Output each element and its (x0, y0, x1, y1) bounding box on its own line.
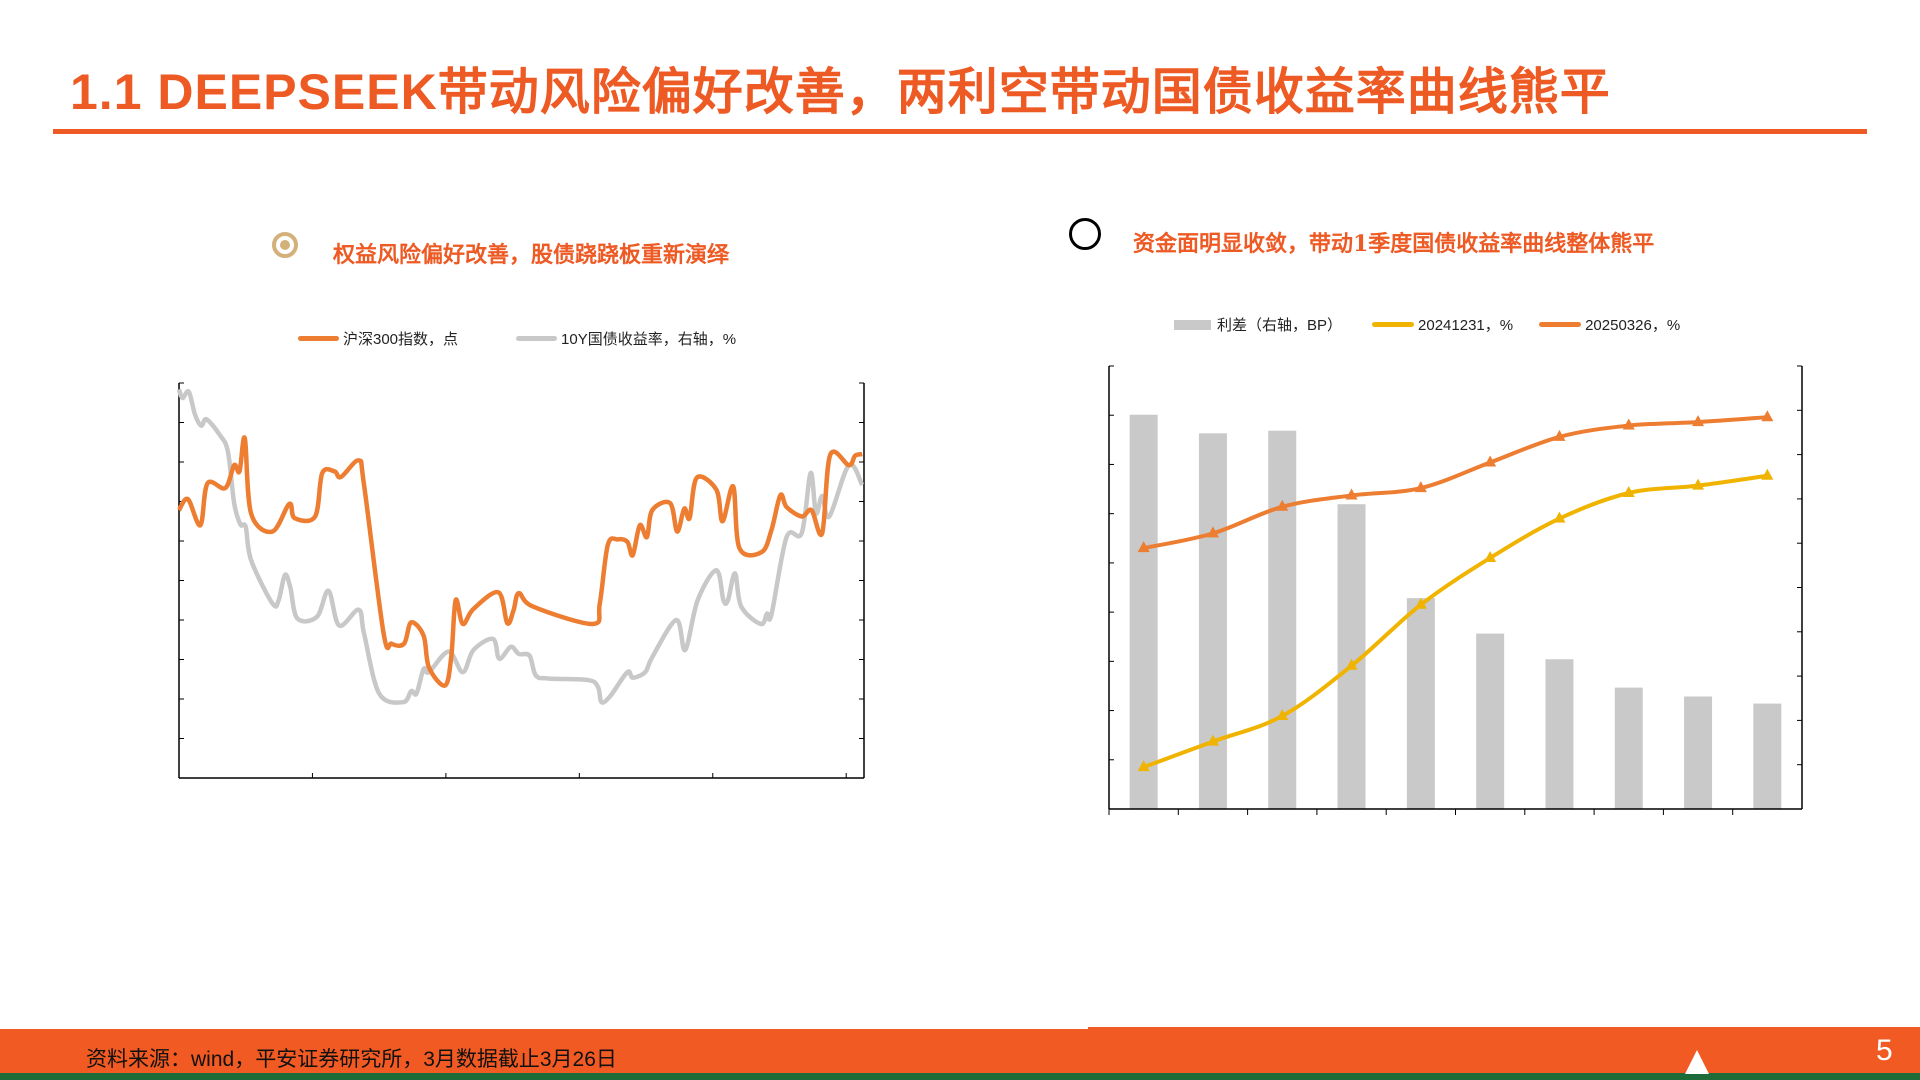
footer-green-line (0, 1073, 1920, 1080)
circle-bullet-icon (1069, 218, 1101, 250)
footer-band-top (1088, 1027, 1920, 1030)
legend-swatch-hs300 (298, 336, 339, 341)
legend-label-20241231: 20241231，% (1418, 317, 1514, 334)
bar-spread-6年 (1476, 633, 1505, 809)
marker-20250326 (1761, 410, 1774, 422)
legend-swatch-20241231 (1372, 322, 1415, 327)
marker-20250326 (1622, 418, 1635, 430)
page-title: 1.1 DEEPSEEK带动风险偏好改善，两利空带动国债收益率曲线熊平 (70, 64, 1611, 120)
legend-label-20250326: 20250326，% (1585, 317, 1681, 334)
bar-spread-3年 (1268, 430, 1297, 809)
bar-spread-7年 (1545, 659, 1574, 809)
title-divider (53, 129, 1867, 134)
marker-20250326 (1414, 481, 1427, 493)
legend-label-10y: 10Y国债收益率，右轴，% (561, 331, 737, 348)
page-number: 5 (1876, 1034, 1893, 1067)
legend-swatch-spread (1174, 319, 1211, 330)
marker-20250326 (1137, 541, 1150, 553)
marker-20241231 (1206, 734, 1219, 746)
legend-label-hs300: 沪深300指数，点 (343, 331, 459, 348)
logo-icon (1685, 1050, 1709, 1074)
left-chart-legend: 沪深300指数，点 10Y国债收益率，右轴，% (298, 328, 736, 349)
legend-label-spread: 利差（右轴，BP） (1217, 317, 1343, 334)
marker-20250326 (1206, 526, 1219, 538)
right-chart-legend: 利差（右轴，BP） 20241231，% 20250326，% (1174, 314, 1680, 335)
legend-swatch-10y (516, 336, 558, 341)
marker-20250326 (1276, 499, 1289, 511)
marker-20241231 (1553, 511, 1566, 523)
source-note: 资料来源：wind，平安证券研究所，3月数据截止3月26日 (86, 1048, 617, 1071)
marker-20250326 (1345, 488, 1358, 500)
marker-20250326 (1692, 415, 1705, 427)
bar-spread-10年 (1753, 703, 1782, 809)
right-panel-subtitle: 资金面明显收敛，带动1季度国债收益率曲线整体熊平 (1133, 231, 1655, 257)
series-line-10y-yield (176, 388, 865, 705)
marker-20250326 (1484, 455, 1497, 467)
marker-20241231 (1414, 597, 1427, 609)
marker-20250326 (1553, 429, 1566, 441)
marker-20241231 (1276, 708, 1289, 720)
radio-bullet-icon (272, 232, 298, 258)
marker-20241231 (1137, 760, 1150, 772)
bar-spread-9年 (1684, 696, 1713, 809)
series-line-20250326 (1143, 415, 1768, 551)
bar-spread-5年 (1406, 598, 1435, 809)
marker-20241231 (1761, 468, 1774, 480)
marker-20241231 (1345, 658, 1358, 670)
legend-swatch-20250326 (1539, 322, 1582, 327)
series-line-20241231 (1142, 473, 1768, 770)
bar-spread-1年 (1129, 414, 1158, 809)
bar-spread-2年 (1198, 433, 1227, 809)
series-line-hs300 (177, 435, 863, 688)
footer-band (0, 1029, 1920, 1073)
marker-20241231 (1692, 478, 1705, 490)
left-panel-subtitle: 权益风险偏好改善，股债跷跷板重新演绎 (333, 242, 730, 268)
bar-spread-8年 (1614, 687, 1643, 809)
marker-20241231 (1622, 485, 1635, 497)
marker-20241231 (1484, 550, 1497, 562)
